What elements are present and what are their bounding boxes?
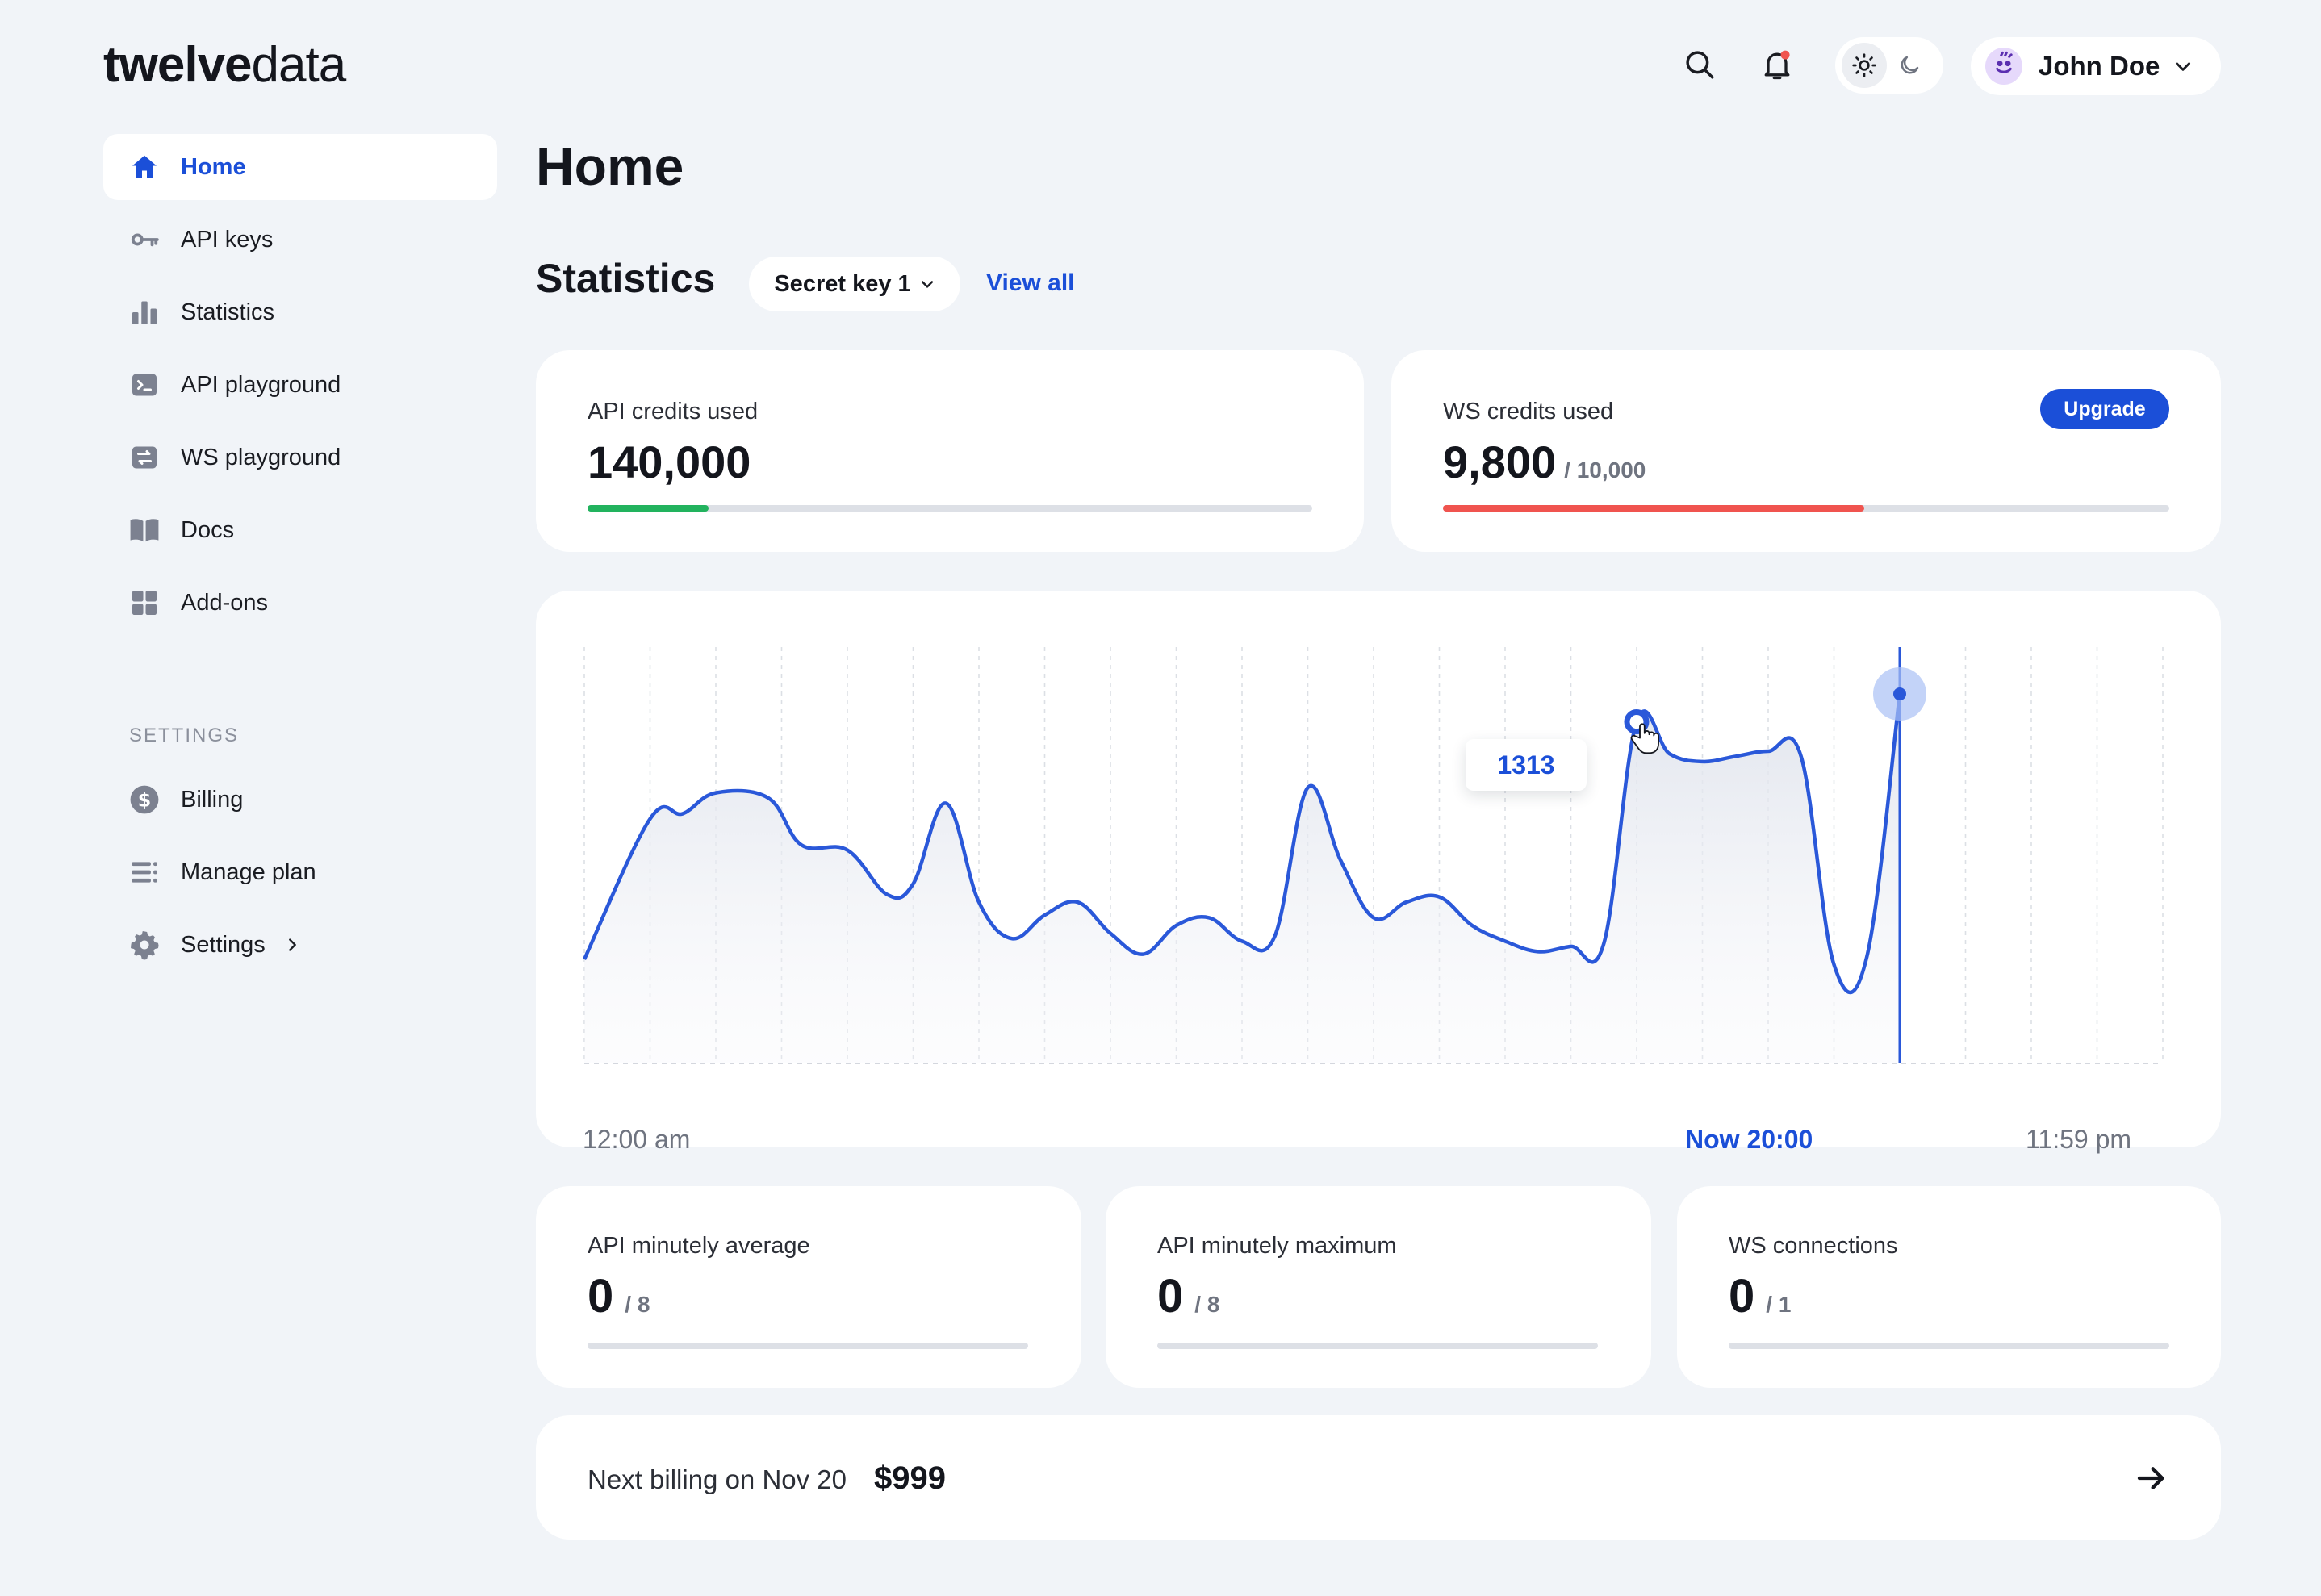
dollar-icon: $ — [129, 784, 160, 815]
chevron-right-icon — [288, 938, 296, 951]
sidebar-item-api-playground[interactable]: API playground — [103, 352, 497, 418]
sidebar-item-label: WS playground — [181, 444, 341, 470]
moon-icon[interactable] — [1887, 43, 1932, 88]
svg-text:$: $ — [138, 789, 152, 812]
chart-x-end-label: 11:59 pm — [2026, 1125, 2132, 1154]
sidebar-item-label: API playground — [181, 371, 341, 398]
gear-icon — [129, 930, 160, 960]
logo-light: data — [251, 37, 347, 93]
ws-credits-value: 9,800/ 10,000 — [1443, 437, 1646, 487]
ws-credits-limit: / 10,000 — [1564, 457, 1646, 483]
search-icon[interactable] — [1677, 42, 1722, 87]
stat-card-ws-connections: WS connections 0/ 1 — [1677, 1186, 2221, 1388]
sidebar-item-label: API keys — [181, 226, 274, 253]
sidebar-item-ws-playground[interactable]: WS playground — [103, 424, 497, 491]
notification-dot — [1780, 50, 1790, 60]
terminal-icon — [129, 370, 160, 400]
grid-icon — [129, 587, 160, 618]
usage-chart-card: 1313 12:00 am Now 20:00 11:59 pm — [536, 591, 2221, 1154]
stat-label: WS connections — [1729, 1233, 1898, 1259]
api-credits-label: API credits used — [588, 399, 759, 424]
ws-credits-progress — [1443, 505, 2169, 512]
stat-limit: / 8 — [1194, 1292, 1220, 1317]
sidebar-item-add-ons[interactable]: Add-ons — [103, 570, 497, 636]
hand-cursor-icon — [1630, 723, 1659, 754]
chart-now-point — [1893, 687, 1906, 701]
view-all-link[interactable]: View all — [986, 269, 1075, 296]
ws-credits-card: WS credits used Upgrade 9,800/ 10,000 — [1391, 350, 2221, 552]
sidebar-item-billing[interactable]: $ Billing — [103, 767, 497, 833]
secret-key-value: Secret key 1 — [774, 270, 911, 297]
ws-credits-label: WS credits used — [1443, 399, 1614, 424]
stat-progress — [1729, 1343, 2169, 1349]
stat-value: 0/ 1 — [1729, 1270, 1792, 1322]
stat-value: 0/ 8 — [1157, 1270, 1220, 1322]
sidebar-item-docs[interactable]: Docs — [103, 497, 497, 563]
page-title: Home — [536, 136, 684, 196]
sidebar-item-label: Add-ons — [181, 589, 269, 616]
upgrade-button[interactable]: Upgrade — [2040, 389, 2169, 429]
api-credits-progress-fill — [588, 505, 709, 512]
stat-progress — [1157, 1343, 1598, 1349]
swap-icon — [129, 442, 160, 473]
stat-card-api-average: API minutely average 0/ 8 — [536, 1186, 1081, 1388]
sidebar-item-settings[interactable]: Settings — [103, 912, 497, 978]
chart-x-start-label: 12:00 am — [583, 1125, 691, 1154]
sidebar-item-label: Settings — [181, 931, 266, 958]
billing-label: Next billing on Nov 20 — [588, 1464, 847, 1494]
settings-heading: SETTINGS — [129, 725, 240, 746]
bell-icon[interactable] — [1754, 42, 1800, 87]
sidebar-item-api-keys[interactable]: API keys — [103, 207, 497, 273]
sidebar-item-label: Docs — [181, 516, 235, 543]
sidebar-item-label: Manage plan — [181, 859, 316, 885]
home-icon — [129, 152, 160, 182]
sidebar-item-home[interactable]: Home — [103, 134, 497, 200]
stat-limit: / 8 — [625, 1292, 650, 1317]
book-icon — [129, 515, 160, 545]
arrow-right-icon[interactable] — [2135, 1462, 2168, 1494]
sidebar-item-label: Statistics — [181, 299, 275, 325]
chart-area — [584, 694, 1900, 1063]
chart-tooltip: 1313 — [1466, 739, 1587, 791]
bar-chart-icon — [129, 297, 160, 328]
chevron-down-icon — [921, 281, 933, 288]
api-credits-value: 140,000 — [588, 437, 751, 487]
stat-label: API minutely average — [588, 1233, 810, 1259]
key-icon — [129, 224, 160, 255]
avatar — [1985, 48, 2022, 85]
sidebar-item-manage-plan[interactable]: Manage plan — [103, 839, 497, 905]
billing-amount: $999 — [874, 1460, 946, 1496]
api-credits-progress — [588, 505, 1312, 512]
ws-credits-progress-fill — [1443, 505, 1864, 512]
chart-series-line — [582, 693, 1902, 995]
stat-card-api-maximum: API minutely maximum 0/ 8 — [1106, 1186, 1651, 1388]
user-name: John Doe — [2039, 51, 2160, 81]
chart-x-now-label: Now 20:00 — [1685, 1125, 1813, 1154]
theme-toggle[interactable] — [1835, 37, 1943, 94]
sidebar-item-label: Home — [181, 153, 246, 180]
logo[interactable]: twelvedata — [103, 36, 347, 95]
stat-progress — [588, 1343, 1028, 1349]
sun-icon[interactable] — [1842, 43, 1887, 88]
billing-info: Next billing on Nov 20 $999 — [588, 1460, 946, 1497]
chevron-down-icon — [2176, 62, 2191, 71]
usage-chart[interactable] — [536, 591, 2221, 1147]
list-icon — [129, 857, 160, 888]
stat-limit: / 1 — [1766, 1292, 1792, 1317]
api-credits-card: API credits used 140,000 — [536, 350, 1364, 552]
section-title: Statistics — [536, 256, 716, 301]
secret-key-select[interactable]: Secret key 1 — [749, 257, 960, 311]
stat-label: API minutely maximum — [1157, 1233, 1397, 1259]
next-billing-card[interactable]: Next billing on Nov 20 $999 — [536, 1415, 2221, 1540]
sidebar-item-statistics[interactable]: Statistics — [103, 279, 497, 345]
sidebar-item-label: Billing — [181, 786, 244, 813]
user-menu[interactable]: John Doe — [1971, 37, 2221, 95]
stat-value: 0/ 8 — [588, 1270, 650, 1322]
logo-bold: twelve — [103, 37, 253, 93]
